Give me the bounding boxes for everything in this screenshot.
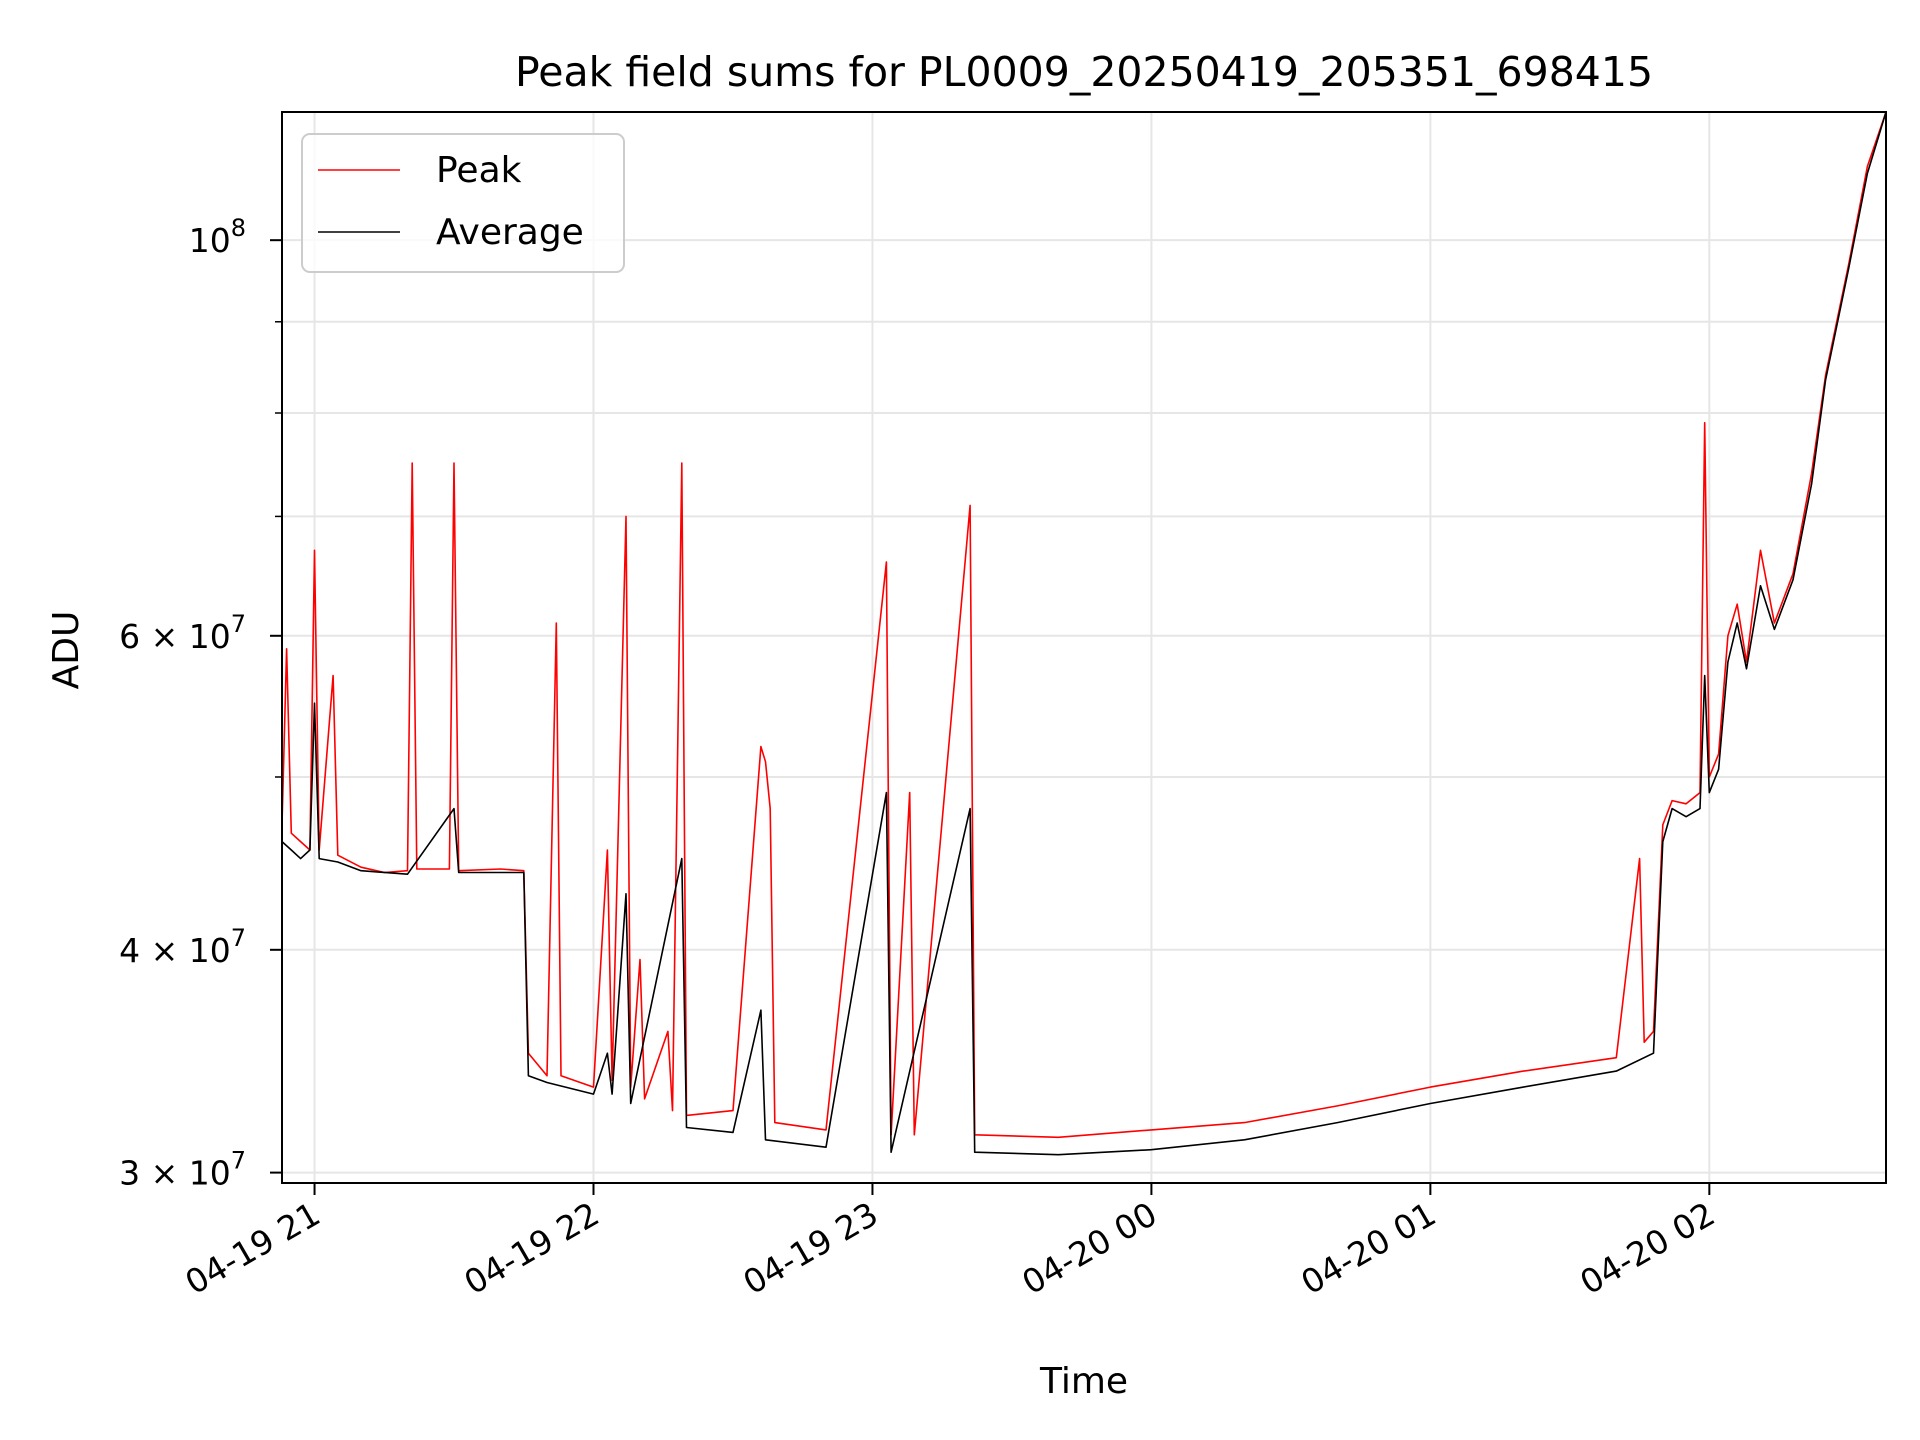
series-line-peak: [281, 111, 1887, 1139]
y-axis-label: ADU: [46, 611, 87, 690]
y-tick-label: 4 × 107: [119, 924, 246, 970]
y-tick-exponent: 7: [231, 610, 246, 638]
series-layer: [281, 111, 1887, 1156]
grid: [282, 112, 1886, 1183]
chart-title: Peak field sums for PL0009_20250419_2053…: [515, 48, 1653, 96]
y-tick-exponent: 8: [231, 214, 246, 242]
y-axis: 3 × 107 4 × 107 6 × 107 108: [119, 214, 282, 1193]
x-axis-label: Time: [1039, 1361, 1128, 1402]
y-tick-label: 108: [189, 214, 246, 260]
series-line-average: [281, 111, 1887, 1156]
legend-label-peak: Peak: [436, 150, 522, 191]
legend: Peak Average: [301, 133, 625, 273]
y-tick-exponent: 7: [231, 1147, 246, 1175]
legend-label-average: Average: [436, 212, 584, 253]
legend-box: [301, 133, 625, 273]
y-tick-label: 3 × 107: [119, 1147, 246, 1193]
plot-frame: [281, 111, 1887, 1184]
y-tick-label: 6 × 107: [119, 610, 246, 656]
y-tick-exponent: 7: [231, 924, 246, 952]
